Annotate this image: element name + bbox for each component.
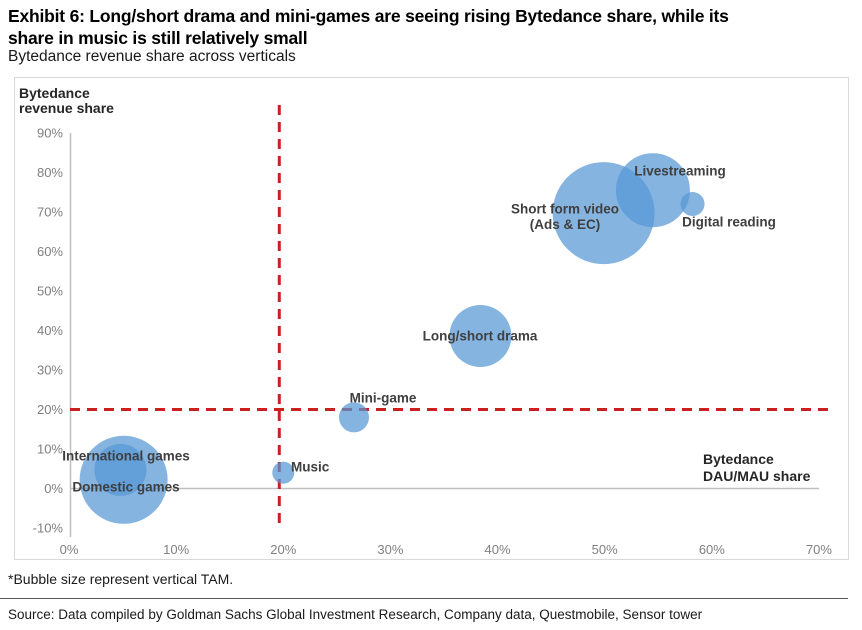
bubble-music <box>272 461 295 484</box>
chart-area: 90% 80% 70% 60% 50% 40% 30% 20% 10% 0% -10% 0% 10% 20… <box>14 77 849 560</box>
y-tick-label: 50% <box>37 283 63 298</box>
x-tick-label: 0% <box>60 542 79 557</box>
bubble-livestreaming <box>615 153 690 228</box>
bubble-label: (Ads & EC) <box>530 217 601 232</box>
exhibit-title-line1: Exhibit 6: Long/short drama and mini-gam… <box>8 6 729 26</box>
bubble-label: Mini-game <box>350 391 417 406</box>
exhibit-title: Exhibit 6: Long/short drama and mini-gam… <box>8 5 858 49</box>
bubble-label: Short form video <box>511 202 619 217</box>
y-tick-label: -10% <box>33 521 64 536</box>
bubble-label: Livestreaming <box>634 164 726 179</box>
y-tick-label: 70% <box>37 204 63 219</box>
y-tick-label: 40% <box>37 323 63 338</box>
bubble-digital-reading <box>680 192 705 217</box>
chart-footnote: *Bubble size represent vertical TAM. <box>8 571 234 587</box>
x-tick-label: 40% <box>485 542 511 557</box>
chart-subtitle: Bytedance revenue share across verticals <box>8 48 296 65</box>
exhibit-title-line2: share in music is still relatively small <box>8 28 308 48</box>
y-axis-title: Bytedance revenue share <box>19 85 114 116</box>
x-tick-label: 20% <box>270 542 296 557</box>
y-tick-label: 10% <box>37 441 63 456</box>
bubble-label: Long/short drama <box>423 329 538 344</box>
y-tick-label: 80% <box>37 165 63 180</box>
y-tick-label: 20% <box>37 402 63 417</box>
bubble-label: International games <box>62 449 190 464</box>
y-tick-label: 30% <box>37 362 63 377</box>
y-tick-label: 0% <box>44 481 63 496</box>
y-tick-label: 60% <box>37 244 63 259</box>
x-tick-label: 70% <box>806 542 832 557</box>
x-tick-label: 30% <box>377 542 403 557</box>
bubble-chart-plot: 90% 80% 70% 60% 50% 40% 30% 20% 10% 0% -10% 0% 10% 20… <box>33 105 832 557</box>
bubble-long-short-drama <box>449 304 512 367</box>
bubble-label: Domestic games <box>72 480 179 495</box>
bubble-international-games <box>94 443 147 496</box>
bubble-label: Digital reading <box>682 215 776 230</box>
y-tick-label: 90% <box>37 125 63 140</box>
x-axis-title: Bytedance DAU/MAU share <box>703 451 811 484</box>
source-text: Source: Data compiled by Goldman Sachs G… <box>8 607 703 622</box>
bubble-mini-game <box>338 402 369 433</box>
x-tick-label: 10% <box>163 542 189 557</box>
x-tick-label: 50% <box>592 542 618 557</box>
source-divider-line <box>0 598 848 599</box>
bubble-label: Music <box>291 460 330 475</box>
x-tick-label: 60% <box>699 542 725 557</box>
